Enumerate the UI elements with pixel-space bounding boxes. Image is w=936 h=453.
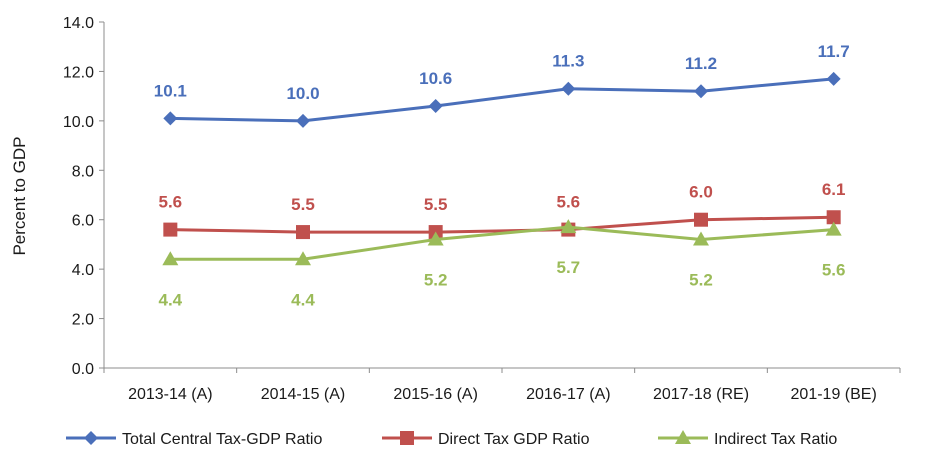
- data-point: [296, 113, 310, 128]
- data-point: [162, 251, 179, 266]
- series-line: [170, 215, 834, 234]
- legend-item: Total Central Tax-GDP Ratio: [66, 431, 322, 448]
- series-2: [162, 219, 842, 266]
- data-point: [427, 231, 444, 246]
- data-point: [163, 111, 178, 126]
- x-tick-label: 201-19 (BE): [791, 386, 877, 403]
- data-label: 5.6: [557, 193, 581, 212]
- data-label: 5.7: [557, 258, 581, 277]
- y-tick-label: 2.0: [72, 312, 94, 329]
- y-tick-label: 0.0: [72, 361, 94, 378]
- y-tick-label: 12.0: [63, 64, 94, 81]
- data-label: 10.1: [154, 81, 187, 100]
- y-tick-label: 4.0: [72, 262, 94, 279]
- data-label: 5.6: [822, 261, 846, 280]
- data-label: 10.6: [419, 69, 452, 88]
- x-tick-label: 2014-15 (A): [261, 386, 346, 403]
- data-label: 5.2: [689, 270, 713, 289]
- x-tick-label: 2013-14 (A): [128, 386, 213, 403]
- series-line: [170, 225, 834, 261]
- legend-marker: [400, 431, 414, 445]
- data-label: 4.4: [159, 290, 183, 309]
- legend-label: Total Central Tax-GDP Ratio: [122, 431, 322, 448]
- x-tick-label: 2016-17 (A): [526, 386, 611, 403]
- data-label: 11.3: [552, 52, 584, 71]
- legend-marker: [675, 430, 691, 444]
- data-label: 11.2: [685, 54, 717, 73]
- legend-marker: [84, 431, 98, 445]
- data-label: 11.7: [818, 42, 850, 61]
- data-point: [163, 222, 178, 237]
- y-tick-label: 10.0: [63, 114, 94, 131]
- legend-item: Direct Tax GDP Ratio: [382, 431, 590, 448]
- x-tick-label: 2017-18 (RE): [653, 386, 749, 403]
- data-label: 4.4: [291, 290, 315, 309]
- series-0: [163, 71, 841, 128]
- data-point: [826, 210, 841, 225]
- data-label: 5.2: [424, 270, 448, 289]
- y-tick-label: 14.0: [63, 15, 94, 32]
- legend-label: Indirect Tax Ratio: [714, 431, 837, 448]
- series-line: [170, 77, 834, 123]
- data-point: [825, 221, 842, 236]
- y-tick-label: 6.0: [72, 213, 94, 230]
- data-label: 6.1: [822, 180, 846, 199]
- data-point: [694, 84, 708, 99]
- data-point: [561, 81, 576, 96]
- data-label: 5.6: [159, 193, 183, 212]
- legend-label: Direct Tax GDP Ratio: [438, 431, 590, 448]
- data-label: 5.5: [424, 195, 448, 214]
- series-layer: [162, 71, 842, 266]
- data-point: [428, 99, 443, 114]
- y-axis-title: Percent to GDP: [10, 136, 29, 255]
- y-tick-label: 8.0: [72, 163, 94, 180]
- axes: [103, 22, 900, 369]
- y-axis-ticks: 0.0 2.0 4.0 6.0 8.0 10.0 12.0 14.0: [63, 15, 104, 378]
- data-point: [693, 231, 709, 246]
- data-point: [295, 251, 311, 266]
- data-label: 10.0: [286, 84, 319, 103]
- data-labels: 10.1 10.0 10.6 11.3 11.2 11.7 5.6 5.5 5.5 5.6 6.0 6…: [154, 42, 850, 309]
- data-point: [296, 225, 310, 240]
- data-label: 5.5: [291, 195, 315, 214]
- data-point: [694, 212, 708, 227]
- x-axis-ticks: 2013-14 (A) 2014-15 (A) 2015-16 (A) 2016-17…: [103, 368, 901, 403]
- data-point: [560, 219, 577, 234]
- data-label: 6.0: [689, 183, 713, 202]
- x-tick-label: 2015-16 (A): [393, 386, 478, 403]
- data-point: [826, 71, 841, 86]
- legend-item: Indirect Tax Ratio: [658, 430, 837, 448]
- legend: Total Central Tax-GDP Ratio Direct Tax GD…: [66, 430, 837, 448]
